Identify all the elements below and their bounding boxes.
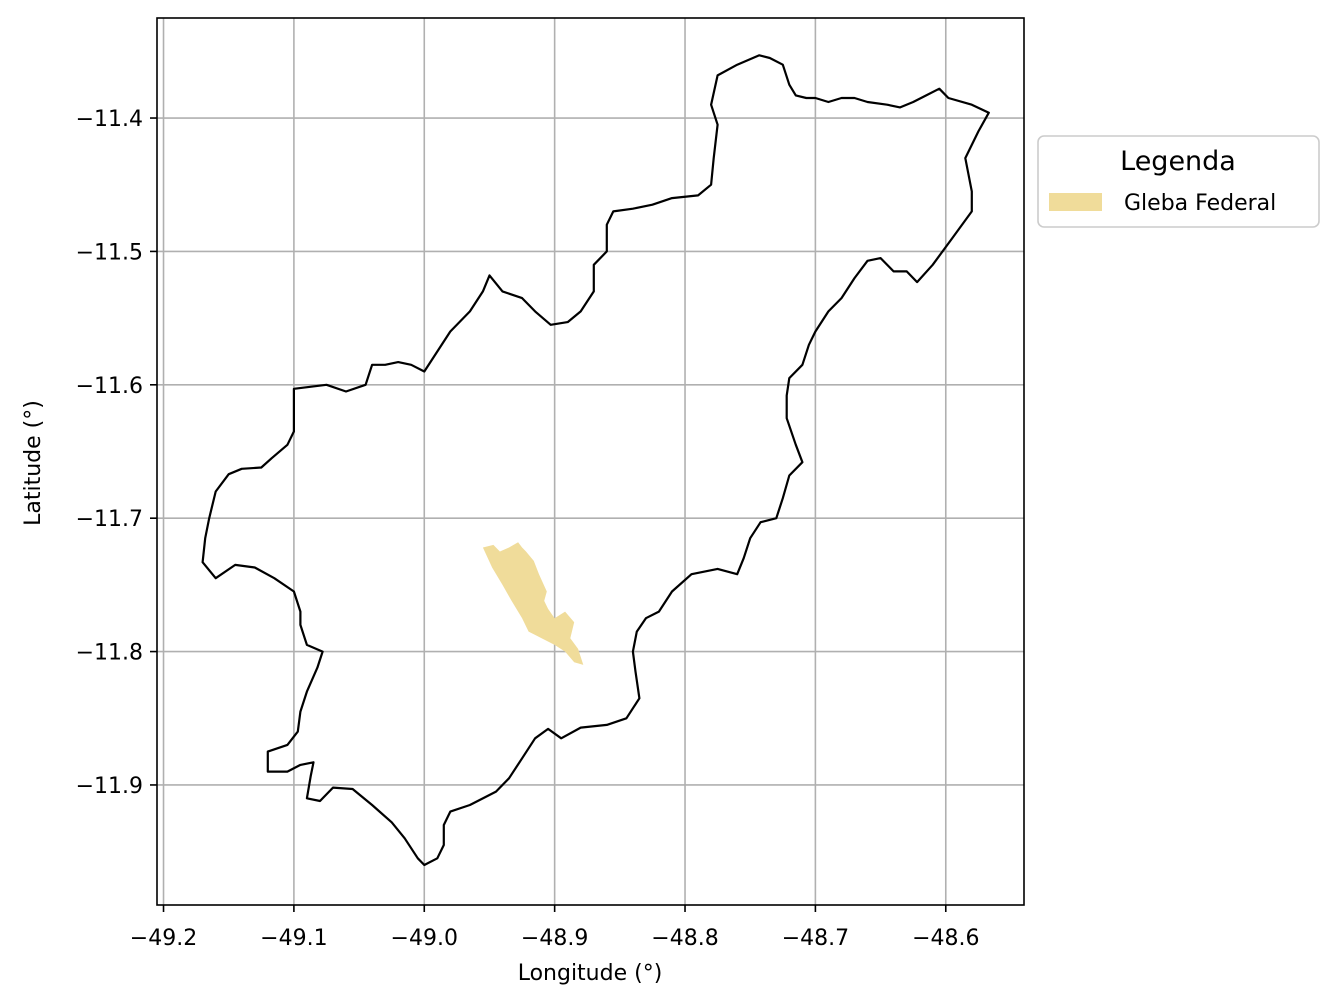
y-tick-label: −11.8 — [76, 641, 143, 666]
y-tick-label: −11.7 — [76, 507, 143, 532]
x-tick-label: −49.2 — [130, 926, 197, 951]
map-layers — [201, 54, 990, 867]
x-tick-label: −49.0 — [391, 926, 458, 951]
x-tick-label: −48.6 — [912, 926, 979, 951]
x-tick-label: −48.8 — [651, 926, 718, 951]
boundary-polygon — [201, 54, 990, 867]
grid-lines — [157, 18, 1024, 905]
legend-box — [1037, 135, 1320, 228]
legend: Legenda Gleba Federal — [1037, 135, 1320, 228]
y-axis-label: Latitude (°) — [21, 400, 46, 526]
gleba-federal-polygon — [482, 542, 584, 665]
legend-label-gleba-federal: Gleba Federal — [1124, 191, 1276, 216]
x-tick-label: −48.9 — [521, 926, 588, 951]
y-tick-label: −11.4 — [76, 107, 143, 132]
x-axis-label: Longitude (°) — [518, 961, 663, 986]
plot-frame — [156, 17, 1025, 906]
y-tick-label: −11.9 — [76, 774, 143, 799]
legend-swatch-gleba-federal — [1049, 193, 1102, 211]
y-tick-label: −11.6 — [76, 374, 143, 399]
legend-title: Legenda — [1120, 146, 1236, 177]
x-tick-label: −49.1 — [260, 926, 327, 951]
y-tick-label: −11.5 — [76, 240, 143, 265]
x-tick-label: −48.7 — [782, 926, 849, 951]
axis-ticks: −49.2 −49.1 −49.0 −48.9 −48.8 −48.7 −48.6 −11.4… — [76, 107, 980, 951]
